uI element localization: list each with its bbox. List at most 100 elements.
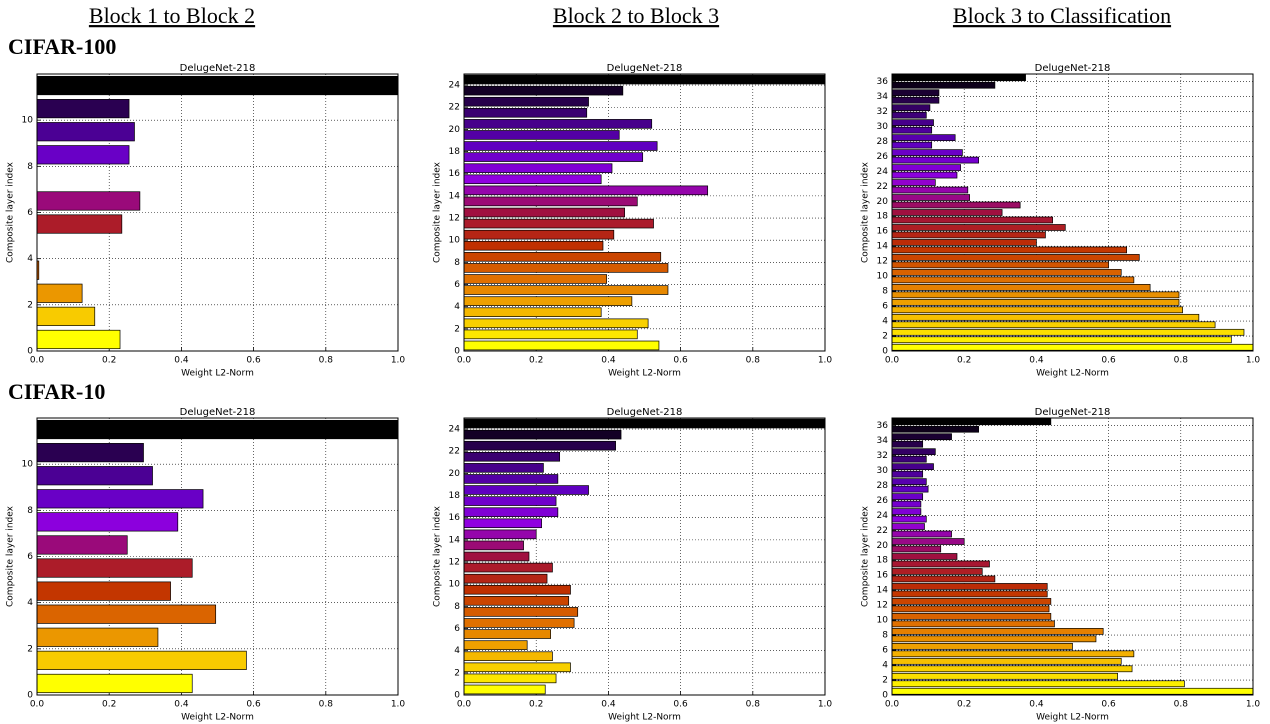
bar [891,687,1254,695]
chart-title: DelugeNet-218 [1035,63,1111,74]
bar [36,214,123,234]
y-tick-label: 30 [877,466,889,476]
x-tick-label: 0.8 [1174,700,1189,710]
x-tick-label: 0.0 [457,356,472,366]
bar [891,74,1026,82]
chart-title: DelugeNet-218 [607,407,683,418]
column-title: Block 1 to Block 2 [89,3,255,28]
y-tick-label: 8 [27,506,33,516]
bar [463,263,669,273]
y-tick-label: 20 [877,541,889,551]
y-tick-label: 12 [877,601,888,611]
bar [891,96,940,104]
y-tick-label: 10 [22,460,34,470]
y-tick-label: 14 [449,191,461,201]
y-tick-label: 36 [877,77,889,87]
y-tick-label: 10 [449,236,461,246]
bar [891,672,1118,680]
y-tick-label: 8 [454,258,460,268]
bar [463,418,826,429]
bar [36,535,128,555]
y-tick-label: 20 [877,197,889,207]
bar [463,285,669,295]
y-tick-label: 30 [877,122,889,132]
y-tick-label: 10 [877,616,889,626]
bar [36,122,135,142]
bar [891,440,924,448]
y-tick-label: 0 [27,691,33,701]
plot-frame [891,73,1254,352]
y-axis-label: Composite layer index [6,505,16,607]
bar [463,340,660,351]
bar [463,240,604,251]
bar [463,662,571,673]
bar [463,85,624,96]
bar [891,306,1183,314]
x-axis-label: Weight L2-Norm [1036,713,1109,723]
x-tick-label: 0.6 [673,356,688,366]
bar [463,196,638,207]
y-tick-label: 2 [454,324,460,334]
x-axis-label: Weight L2-Norm [1036,369,1109,379]
y-tick-label: 12 [449,214,460,224]
y-tick-label: 0 [882,347,888,357]
bar [463,529,537,540]
y-tick-label: 6 [27,552,33,562]
x-tick-label: 0.8 [746,356,761,366]
x-tick-label: 0.2 [957,700,971,710]
bar [36,191,141,211]
bar [891,418,1052,426]
bar [36,329,121,350]
bar [891,605,1050,613]
bar [891,231,1046,239]
bar [463,684,546,695]
bar [463,74,826,85]
bar [463,584,571,595]
y-tick-label: 18 [449,491,461,501]
y-tick-label: 4 [27,598,33,608]
y-tick-label: 24 [877,511,889,521]
bar [891,111,927,119]
bar [463,485,589,495]
y-tick-label: 2 [27,300,33,310]
y-tick-label: 16 [877,227,889,237]
row-title: CIFAR-10 [8,379,105,404]
bar [463,618,575,628]
bar [36,283,83,303]
y-tick-label: 4 [882,317,888,327]
y-tick-label: 16 [449,169,461,179]
y-tick-label: 22 [877,182,888,192]
y-tick-label: 22 [449,103,460,113]
x-tick-label: 0.2 [102,700,116,710]
y-tick-label: 22 [877,526,888,536]
bar [36,512,179,532]
y-tick-label: 2 [882,676,888,686]
bar [891,560,990,568]
bar [36,650,247,670]
bar [891,321,1216,329]
bar [891,291,1180,299]
y-tick-label: 14 [877,242,889,252]
bar [463,474,559,484]
x-tick-label: 0.6 [1101,356,1116,366]
x-tick-label: 0.0 [885,700,900,710]
y-axis-label: Composite layer index [861,505,871,607]
y-tick-label: 16 [449,513,461,523]
y-tick-label: 24 [877,167,889,177]
bar [891,328,1245,336]
bar [463,518,542,529]
y-tick-label: 8 [882,287,888,297]
y-axis-label: Composite layer index [6,161,16,263]
bar [891,298,1180,306]
bar [891,530,952,538]
y-tick-label: 6 [882,302,888,312]
bar [463,141,658,151]
x-axis-label: Weight L2-Norm [181,369,254,379]
bar [463,96,589,107]
bar [891,246,1127,254]
bar [891,81,996,89]
bar [36,673,193,694]
bar [463,174,602,185]
bar [891,261,1109,269]
y-tick-label: 2 [454,668,460,678]
